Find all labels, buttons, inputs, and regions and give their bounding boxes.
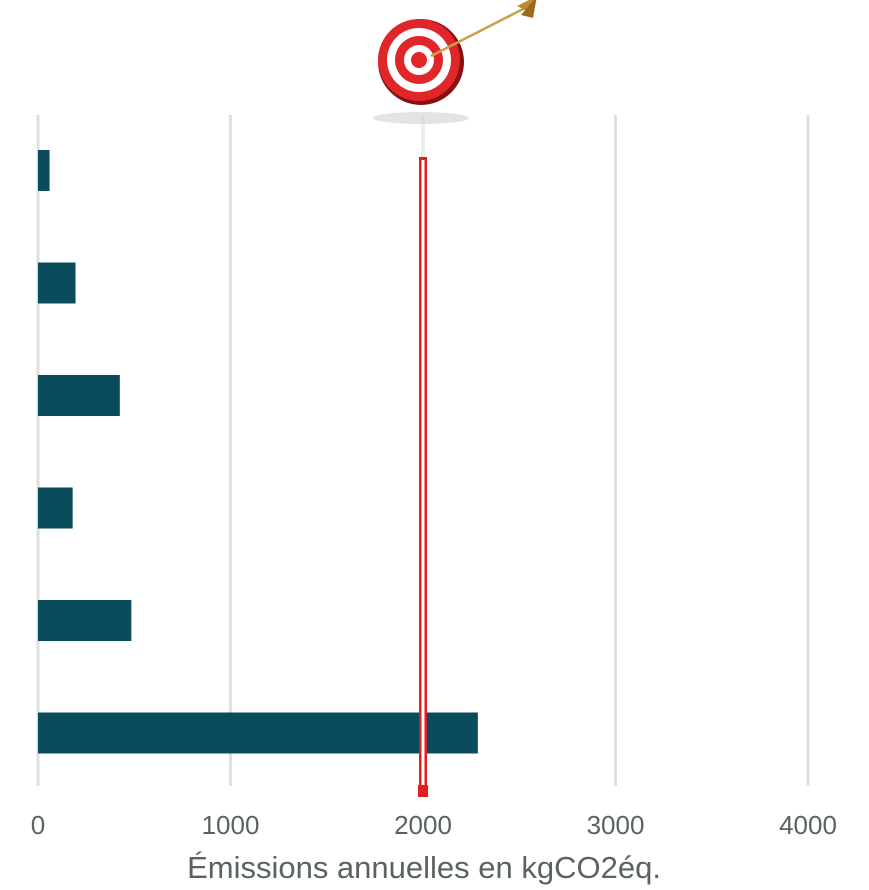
bars bbox=[38, 150, 478, 754]
target-marker bbox=[373, 0, 537, 797]
x-tick-label-0: 0 bbox=[31, 810, 45, 840]
x-tick-label-4: 4000 bbox=[779, 810, 837, 840]
bar-5 bbox=[38, 712, 478, 754]
bar-3 bbox=[38, 487, 73, 529]
x-axis-title: Émissions annuelles en kgCO2éq. bbox=[187, 850, 661, 885]
x-tick-label-3: 3000 bbox=[587, 810, 645, 840]
x-axis-ticks: 0 1000 2000 3000 4000 bbox=[31, 810, 837, 840]
target-line-highlight bbox=[421, 160, 425, 785]
dartboard-with-arrow-icon bbox=[373, 0, 537, 124]
x-tick-label-1: 1000 bbox=[202, 810, 260, 840]
x-tick-label-2: 2000 bbox=[394, 810, 452, 840]
target-line-foot bbox=[418, 785, 428, 797]
bar-4 bbox=[38, 600, 132, 641]
bar-0 bbox=[38, 150, 50, 191]
target-stem bbox=[421, 118, 425, 158]
bar-2 bbox=[38, 375, 120, 416]
bar-1 bbox=[38, 262, 76, 304]
